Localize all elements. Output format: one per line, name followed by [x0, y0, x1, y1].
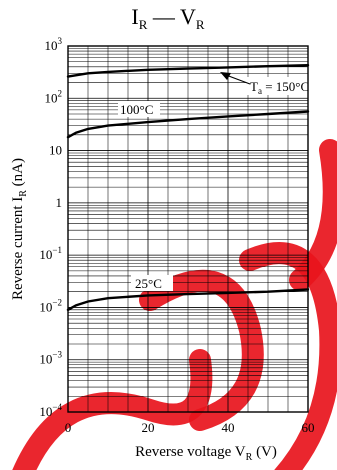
- y-tick-label-5: 10: [49, 143, 62, 158]
- y-tick-label-3: 10−1: [39, 245, 62, 262]
- watermark-stroke-3: [239, 242, 337, 470]
- series-line-0: [66, 64, 310, 78]
- watermark: [12, 139, 337, 470]
- curve-labels: Ta = 150°C 100°C 25°C: [118, 72, 336, 291]
- chart-title: IR — VR: [131, 4, 205, 32]
- title-second-sub: R: [196, 17, 205, 32]
- title-second: V: [180, 4, 196, 29]
- x-axis-label-main: Reverse voltage V: [135, 444, 246, 460]
- y-tick-label-0: 10−4: [39, 402, 62, 419]
- series-line-1: [66, 110, 310, 139]
- grid: [68, 46, 308, 412]
- series-label-150c: Ta = 150°C: [250, 79, 309, 96]
- leader-arrow-150c: [220, 72, 231, 80]
- y-tick-labels: 10−4 10−3 10−2 10−1 1 10 102 103: [39, 36, 62, 419]
- y-tick-label-6: 102: [45, 88, 63, 105]
- y-axis-label-unit: (nA): [10, 158, 26, 190]
- x-axis-label-sub: R: [246, 452, 253, 463]
- y-tick-label-1: 10−3: [39, 350, 62, 367]
- title-main-sub: R: [139, 17, 148, 32]
- y-tick-label-7: 103: [45, 36, 63, 53]
- x-axis-label-unit: (V): [252, 444, 277, 460]
- watermark-stroke-1: [12, 349, 213, 470]
- y-tick-label-4: 1: [56, 195, 63, 210]
- y-axis-label-sub: R: [18, 190, 29, 197]
- series-line-2: [66, 288, 310, 311]
- x-tick-labels: 0 20 40 60: [65, 420, 315, 435]
- x-axis-label: Reverse voltage VR (V): [135, 444, 277, 463]
- leader-line-150c: [225, 74, 251, 85]
- x-tick-label-60: 60: [302, 420, 315, 435]
- label-bg-150: [246, 77, 336, 95]
- y-axis-label-main: Reverse current I: [10, 197, 26, 300]
- x-tick-label-40: 40: [222, 420, 235, 435]
- series-label-25c: 25°C: [135, 276, 162, 291]
- curves: [66, 64, 310, 311]
- title-main: I: [131, 4, 138, 29]
- watermark-stroke-4: [289, 139, 337, 291]
- watermark-stroke-2: [139, 269, 264, 431]
- label-bg-100: [118, 101, 160, 117]
- y-axis-label: Reverse current IR (nA): [10, 158, 29, 300]
- y-tick-label-2: 10−2: [39, 297, 62, 314]
- label-bg-25: [131, 275, 173, 291]
- series-label-100c: 100°C: [120, 102, 153, 117]
- plot-frame: [67, 45, 309, 413]
- x-tick-label-0: 0: [65, 420, 72, 435]
- title-dash: —: [147, 4, 180, 29]
- x-tick-label-20: 20: [142, 420, 155, 435]
